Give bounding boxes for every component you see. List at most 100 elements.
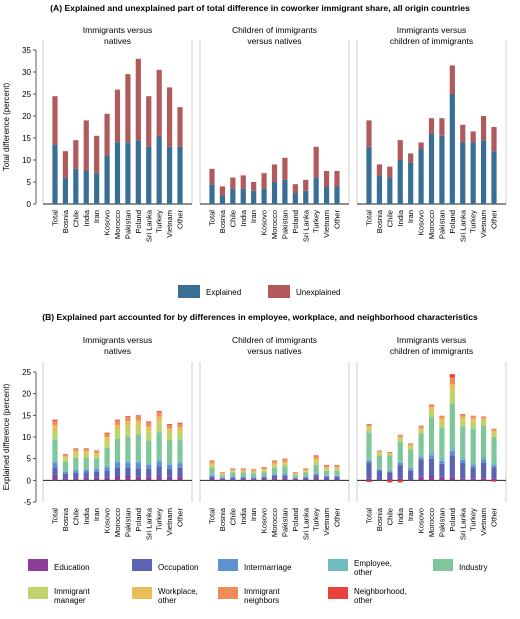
x-tick-label: India [82,507,91,524]
bar-workplace-other [83,450,89,454]
bar-employee-other [240,476,246,477]
legend-label-neighborhood_other-2: other [354,596,373,605]
bar-immigrant-neighbors [94,450,100,453]
bar-occupation [366,463,372,479]
x-tick-label: Other [490,508,499,527]
bar-unexplained [470,131,476,143]
bar-occupation [397,465,403,479]
bar-industry [104,447,110,466]
bar-immigrant-manager [146,431,152,441]
bar-intermarriage [449,450,455,456]
bar-immigrant-manager [282,463,288,467]
bar-unexplained [408,153,414,163]
bar-education [282,478,288,481]
bar-immigrant-neighbors [135,416,141,421]
chart-0-y-tick-label: 5 [27,178,32,187]
bar-unexplained [219,186,226,196]
x-tick-label: Kosovo [103,508,112,533]
chart-0-y-tick-label: 30 [22,68,31,77]
bar-immigrant-neighbors [73,448,79,451]
bar-intermarriage [439,460,445,464]
chart-0-y-tick-label: 10 [22,156,31,165]
bar-employee-other [261,475,267,477]
x-tick-label: Iran [92,210,101,223]
bar-occupation [251,478,257,480]
bar-intermarriage [480,459,487,463]
x-tick-label: Bosnia [375,209,384,233]
bar-immigrant-manager [219,474,226,476]
x-tick-label: Vietnam [479,508,488,536]
bar-occupation [439,463,445,477]
x-tick-label: Sri Lanka [301,209,310,242]
bar-education [334,479,340,481]
bar-workplace-other [52,425,58,431]
bar-neighborhood-other [114,419,121,421]
chart-1-y-tick-label: 15 [22,411,31,420]
bar-unexplained [209,168,215,185]
bar-workplace-other [240,469,246,472]
bar-education [303,479,309,481]
bar-explained [104,155,110,204]
bar-occupation [418,459,424,477]
bar-education [491,478,497,481]
bar-immigrant-neighbors [470,416,476,419]
bar-explained [366,146,372,204]
bar-immigrant-neighbors [166,424,173,429]
bar-immigrant-neighbors [491,429,497,431]
bar-workplace-other [376,451,383,454]
bar-explained [491,151,497,204]
bar-employee-other [94,467,100,470]
bar-occupation [62,473,69,479]
bar-immigrant-manager [449,390,455,404]
x-tick-label: Turkey [155,508,164,531]
x-tick-label: Sri Lanka [458,209,467,242]
bar-intermarriage [166,464,173,470]
bar-immigrant-manager [323,468,330,471]
bar-workplace-other [114,424,121,431]
x-tick-label: Turkey [469,508,478,531]
bar-unexplained [135,58,141,141]
panel-title: children of immigrants [390,346,473,356]
bar-employee-other [418,455,424,458]
bar-employee-other [303,476,309,477]
bar-immigrant-neighbors [83,448,89,451]
bar-immigrant-neighbors [261,467,267,470]
bar-intermarriage [209,475,215,477]
bar-workplace-other [418,427,424,431]
bar-employee-other [251,476,257,478]
bar-occupation [323,476,330,480]
bar-neighborhood-other [166,424,173,425]
x-tick-label: Poland [291,210,300,234]
bar-workplace-other [428,407,435,411]
bar-occupation [334,476,340,480]
x-tick-label: Turkey [312,508,321,531]
legend-label-workplace_other: Workplace, [158,587,198,596]
bar-unexplained [52,96,58,145]
bar-industry [397,441,403,462]
bar-unexplained [83,120,89,171]
bar-education [408,479,414,481]
bar-employee-other [460,456,466,460]
x-tick-label: Sri Lanka [301,507,310,540]
bar-intermarriage [418,457,424,460]
bar-occupation [261,477,267,480]
bar-employee-other [156,458,162,462]
bar-unexplained [94,135,100,174]
bar-occupation [177,467,183,477]
bar-neighborhood-other [135,415,141,417]
bar-employee-other [334,475,340,476]
bar-unexplained [303,179,309,191]
bar-immigrant-neighbors [219,472,226,474]
bar-industry [114,438,121,461]
bar-employee-other [480,456,487,460]
bar-education [135,476,141,481]
bar-workplace-other [480,418,487,421]
bar-negative [491,480,497,482]
bar-immigrant-manager [313,461,319,465]
bar-occupation [292,478,298,480]
bar-explained [52,144,58,204]
bar-unexplained [125,74,131,143]
bar-immigrant-manager [470,421,476,429]
bar-immigrant-manager [439,421,445,428]
bar-occupation [146,469,152,477]
